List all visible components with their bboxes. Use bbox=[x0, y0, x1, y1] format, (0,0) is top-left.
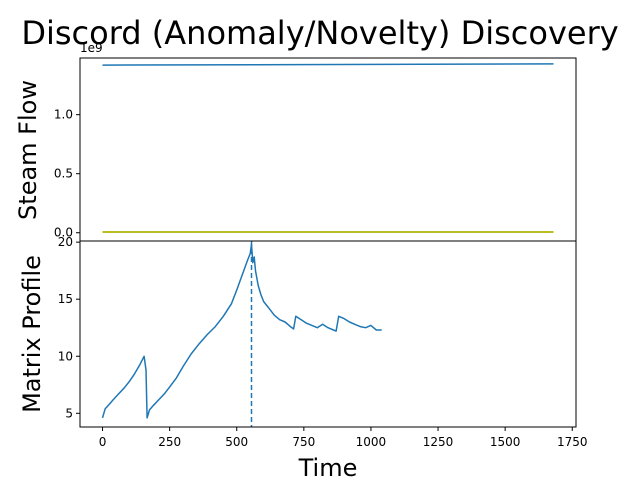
matrix-profile-ytick-label: 5 bbox=[65, 406, 73, 420]
matrix-profile-frame bbox=[79, 240, 577, 428]
steam-flow-offset-label: 1e9 bbox=[80, 41, 103, 55]
steam-flow-ytick-label: 1.0 bbox=[54, 108, 73, 122]
xtick-label: 750 bbox=[292, 435, 315, 449]
steam-flow-ylabel: Steam Flow bbox=[14, 80, 42, 220]
xtick-label: 1750 bbox=[557, 435, 588, 449]
steam-flow-ytick-label: 0.5 bbox=[54, 167, 73, 181]
steam-flow-axes: 0.0 0.5 1.0 1e9 Steam Flow bbox=[14, 41, 577, 242]
matrix-profile-series-group bbox=[101, 241, 382, 427]
steam-flow-series-group bbox=[102, 63, 554, 233]
chart-title: Discord (Anomaly/Novelty) Discovery bbox=[21, 14, 618, 52]
matrix-profile-axes: 5 10 15 20 0 250 500 750 1000 1250 1500 1750 Matri… bbox=[18, 235, 588, 480]
steam-flow-ytick-label: 0.0 bbox=[54, 226, 73, 240]
xtick-label: 1500 bbox=[490, 435, 521, 449]
steam-flow-plot-area bbox=[80, 58, 576, 241]
steam-flow-yticks: 0.0 0.5 1.0 bbox=[54, 108, 80, 240]
matrix-profile-ytick-label: 15 bbox=[58, 292, 73, 306]
matrix-profile-ytick-label: 20 bbox=[58, 235, 73, 249]
xtick-label: 1000 bbox=[356, 435, 387, 449]
matrix-profile-xticks: 0 250 500 750 1000 1250 1500 1750 bbox=[99, 427, 588, 449]
xtick-label: 500 bbox=[225, 435, 248, 449]
time-xlabel: Time bbox=[298, 454, 358, 480]
xtick-label: 1250 bbox=[423, 435, 454, 449]
xtick-label: 250 bbox=[158, 435, 181, 449]
matrix-profile-ytick-label: 10 bbox=[58, 349, 73, 363]
matrix-profile-ylabel: Matrix Profile bbox=[18, 255, 46, 413]
matrix-profile-yticks: 5 10 15 20 bbox=[58, 235, 80, 420]
xtick-label: 0 bbox=[99, 435, 107, 449]
matrix-profile-plot-area bbox=[80, 241, 576, 427]
steam-flow-series-line-1 bbox=[102, 63, 554, 66]
